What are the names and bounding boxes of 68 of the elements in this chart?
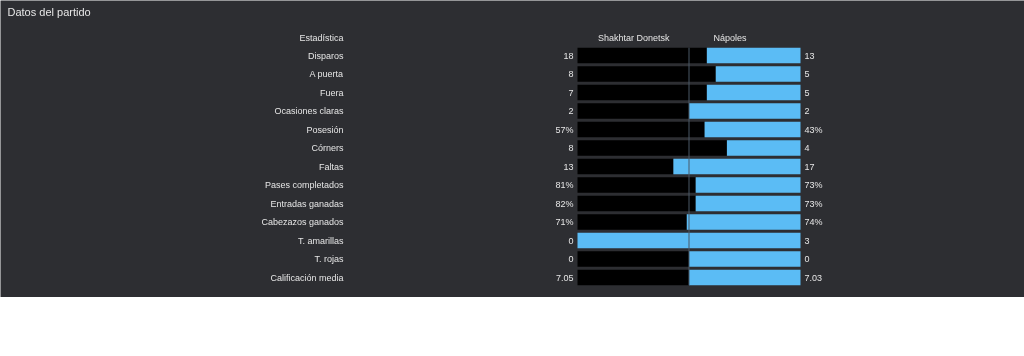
bar [695, 195, 801, 212]
text: 5 [804, 69, 810, 79]
y-tick-label: Córners [311, 143, 344, 153]
bar [704, 121, 801, 138]
text: 82% [555, 198, 574, 209]
bar [577, 251, 689, 267]
bar [695, 177, 801, 193]
text: 7 [568, 87, 574, 98]
y-tick-label: A puerta [309, 69, 344, 79]
bar [577, 195, 696, 212]
y-tick-label: Fuera [319, 87, 344, 98]
text: 7.05 [555, 272, 574, 283]
text: 4 [804, 143, 810, 153]
bar [577, 269, 689, 286]
bar [577, 214, 687, 230]
y-tick-label: Cabezazos ganados [261, 217, 344, 227]
bar [673, 158, 801, 175]
text: 57% [555, 124, 574, 135]
text: 81% [555, 180, 574, 190]
text: 8 [568, 143, 574, 153]
bar [577, 84, 707, 101]
bar [577, 140, 727, 156]
bar [577, 121, 705, 138]
y-tick-label: T. amarillas [297, 235, 344, 246]
y-axis-title: Estadística [299, 32, 344, 43]
bar [577, 47, 707, 64]
text: 13 [563, 161, 574, 172]
bar [577, 158, 674, 175]
y-tick-label: T. rojas [314, 254, 344, 264]
bar [715, 66, 801, 82]
text: 5 [804, 87, 810, 98]
text: 0 [568, 235, 574, 246]
y-tick-label: Faltas [318, 161, 344, 172]
y-tick-label: Entradas ganadas [270, 198, 344, 209]
bar [577, 177, 696, 193]
bar [689, 251, 801, 267]
y-tick-label: Pases completados [264, 180, 344, 190]
series-label: Shakhtar Donetsk [597, 32, 670, 43]
text: 13 [804, 50, 815, 61]
text: 73% [804, 180, 823, 190]
y-tick-label: Posesión [306, 124, 344, 135]
text: Datos del partido [7, 5, 91, 18]
bar [706, 84, 801, 101]
text: 8 [568, 69, 574, 79]
bar [577, 232, 801, 249]
bar [689, 103, 801, 119]
text: 2 [568, 106, 574, 116]
bar [706, 47, 801, 64]
bar [726, 140, 801, 156]
text: 0 [568, 254, 574, 264]
text: 0 [804, 254, 810, 264]
bar [686, 214, 801, 230]
y-tick-label: Calificación media [270, 272, 344, 283]
text: 71% [555, 217, 574, 227]
text: 74% [804, 217, 823, 227]
text: 2 [804, 106, 810, 116]
text: 18 [563, 50, 574, 61]
series-label: Nápoles [713, 32, 748, 43]
text: 43% [804, 124, 823, 135]
bar [577, 66, 716, 82]
y-tick-label: Disparos [307, 50, 344, 61]
y-tick-label: Ocasiones claras [274, 106, 344, 116]
text: 17 [804, 161, 815, 172]
bar [689, 269, 801, 286]
text: 7.03 [804, 272, 823, 283]
bar [577, 103, 689, 119]
text: 3 [804, 235, 810, 246]
text: 73% [804, 198, 823, 209]
